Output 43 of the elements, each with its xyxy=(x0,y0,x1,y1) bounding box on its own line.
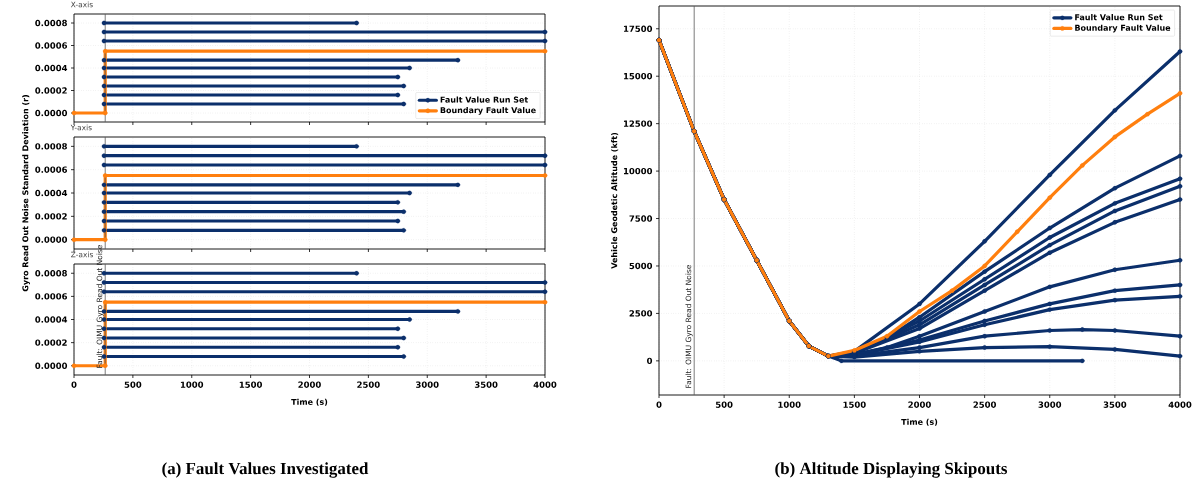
y-tick-label: 0.0002 xyxy=(35,213,67,220)
x-tick-label: 1500 xyxy=(239,381,263,388)
y-tick-label: 0.0004 xyxy=(35,64,68,72)
y-tick-label: 17500 xyxy=(623,25,653,32)
y-tick-label: 0.0004 xyxy=(35,189,68,197)
x-tick-label: 0 xyxy=(656,401,662,408)
y-tick-label: 5000 xyxy=(629,262,653,270)
x-tick-label: 2000 xyxy=(298,381,321,388)
y-tick-label: 0.0000 xyxy=(35,362,68,369)
y-tick-label: 0.0006 xyxy=(35,166,68,173)
y-tick-label: 0.0008 xyxy=(35,143,67,150)
y-tick-label: 0 xyxy=(647,357,653,365)
x-tick-label: 1000 xyxy=(180,381,204,388)
x-tick-label: 2500 xyxy=(973,401,997,408)
y-tick-label: 12500 xyxy=(623,120,653,127)
x-tick-label: 500 xyxy=(715,401,733,408)
x-tick-label: 1500 xyxy=(843,401,866,408)
text: (a) Fault Values Investigated xyxy=(162,462,369,478)
y-tick-label: 0.0006 xyxy=(35,293,68,300)
x-tick-label: 2000 xyxy=(908,401,931,408)
x-tick-label: 4000 xyxy=(1168,401,1192,408)
text: (b) Altitude Displaying Skipouts xyxy=(775,462,1008,478)
y-tick-label: 7500 xyxy=(629,215,653,222)
y-tick-label: 0.0008 xyxy=(35,19,67,27)
y-tick-label: 0.0004 xyxy=(35,316,68,323)
x-tick-label: 3500 xyxy=(474,381,498,388)
y-tick-label: 2500 xyxy=(629,310,653,317)
y-tick-label: 0.0000 xyxy=(35,236,68,243)
y-tick-label: 0.0008 xyxy=(35,270,67,277)
x-tick-label: 3500 xyxy=(1103,401,1127,408)
x-tick-label: 0 xyxy=(71,381,77,388)
x-tick-label: 500 xyxy=(124,381,142,388)
y-tick-label: 0.0006 xyxy=(35,42,68,49)
x-tick-label: 3000 xyxy=(416,381,439,388)
x-tick-label: 4000 xyxy=(533,381,557,388)
y-tick-label: 0.0002 xyxy=(35,339,67,346)
x-tick-label: 3000 xyxy=(1038,401,1062,408)
y-tick-label: 15000 xyxy=(623,73,653,80)
y-tick-label: 0.0000 xyxy=(35,109,68,117)
y-tick-label: 0.0002 xyxy=(35,87,67,94)
x-tick-label: 2500 xyxy=(357,381,380,388)
y-tick-label: 10000 xyxy=(623,167,653,175)
x-tick-label: 1000 xyxy=(778,401,801,408)
